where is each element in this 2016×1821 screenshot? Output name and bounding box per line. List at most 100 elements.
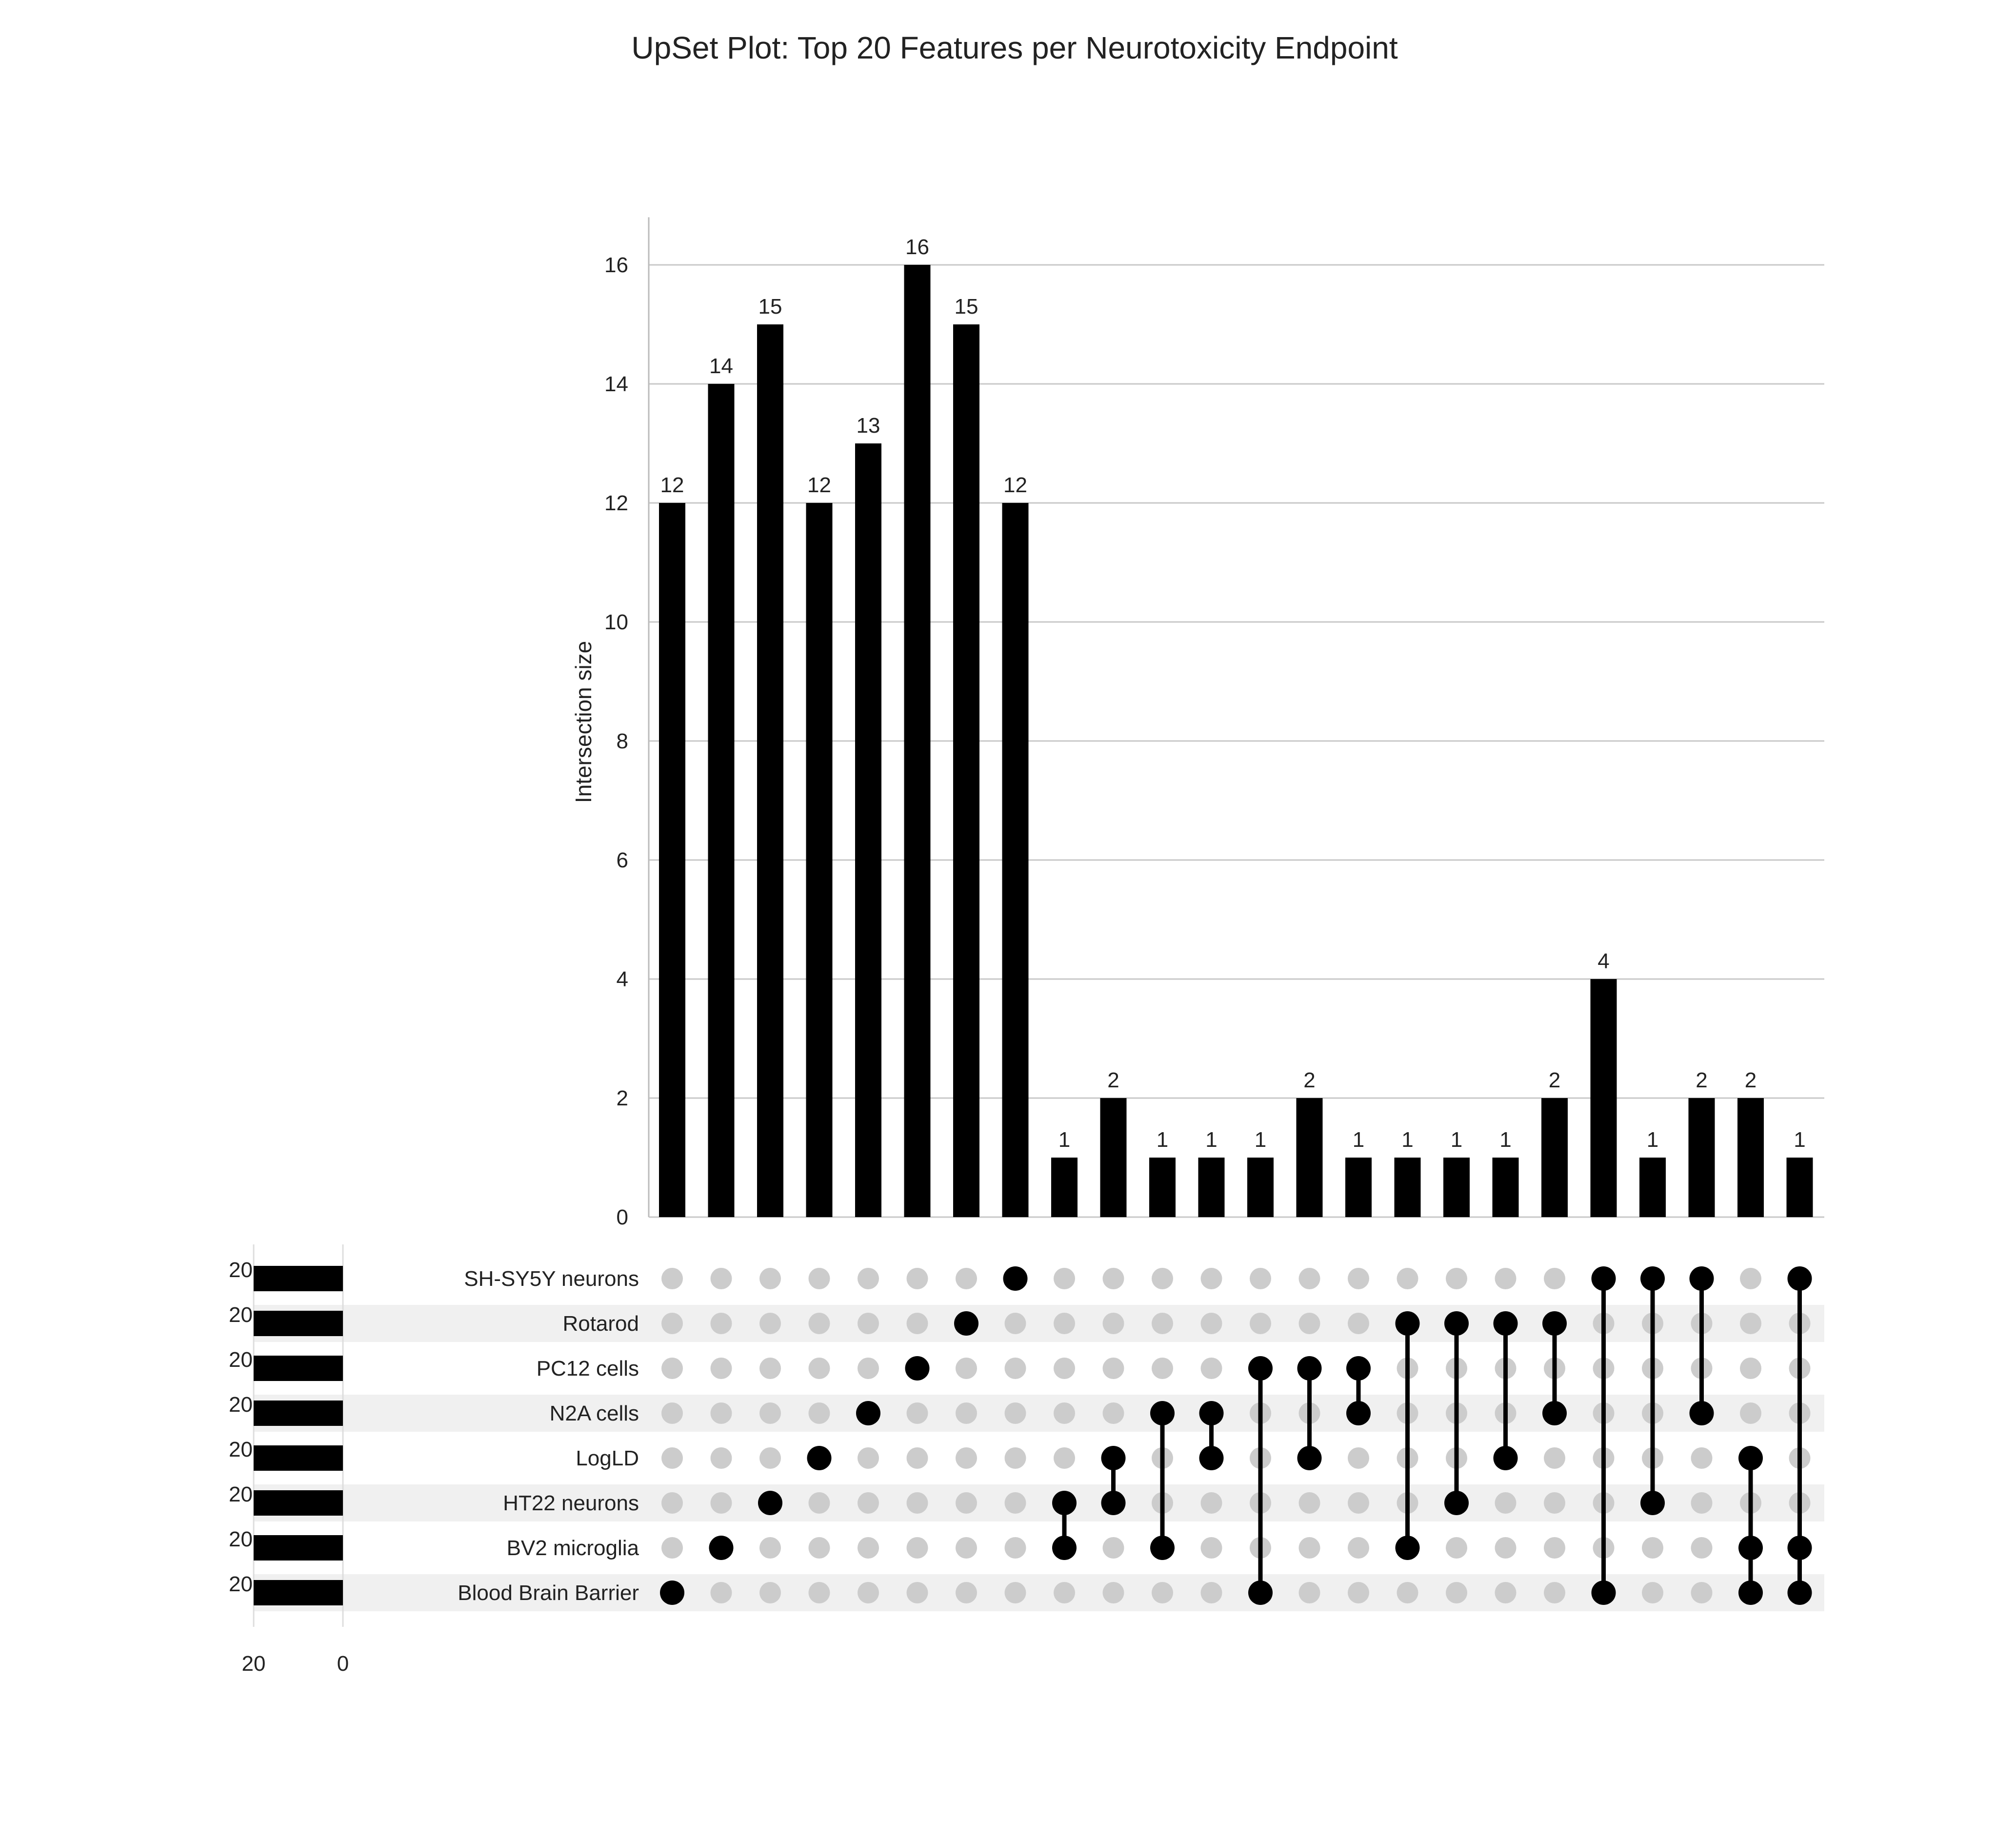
- intersection-bar: [1149, 1158, 1176, 1217]
- matrix-dot-inactive: [1054, 1402, 1075, 1424]
- matrix-dot-active: [1640, 1266, 1665, 1291]
- matrix-dot-inactive: [1298, 1492, 1320, 1514]
- matrix-dot-inactive: [858, 1447, 879, 1469]
- matrix-dot-inactive: [1298, 1313, 1320, 1334]
- matrix-dot-inactive: [710, 1447, 732, 1469]
- intersection-bar: [1002, 503, 1029, 1217]
- matrix-dot-active: [1395, 1536, 1420, 1560]
- matrix-dot-inactive: [906, 1492, 928, 1514]
- set-size-bar: [254, 1401, 343, 1426]
- intersection-bar-label: 1: [1058, 1128, 1070, 1152]
- matrix-row-stripe: [254, 1395, 1824, 1432]
- matrix-dot-active: [758, 1491, 782, 1515]
- intersection-bar-label: 13: [857, 414, 880, 438]
- matrix-dot-inactive: [710, 1492, 732, 1514]
- matrix-dot-inactive: [661, 1447, 683, 1469]
- matrix-dot-inactive: [1446, 1537, 1467, 1559]
- matrix-dot-inactive: [661, 1402, 683, 1424]
- matrix-dot-inactive: [710, 1358, 732, 1379]
- intersection-bar: [1541, 1098, 1568, 1217]
- matrix-row-stripe: [254, 1484, 1824, 1521]
- matrix-dot-active: [1542, 1401, 1567, 1425]
- matrix-dot-active: [1052, 1536, 1077, 1560]
- matrix-dot-inactive: [1200, 1582, 1222, 1603]
- matrix-dot-inactive: [1152, 1358, 1173, 1379]
- matrix-dot-inactive: [1446, 1268, 1467, 1289]
- intersection-bar: [1394, 1158, 1421, 1217]
- matrix-dot-inactive: [1054, 1582, 1075, 1603]
- intersection-bar: [1737, 1098, 1764, 1217]
- membership-matrix: [660, 1266, 1812, 1605]
- matrix-dot-inactive: [1740, 1268, 1761, 1289]
- intersection-bar: [1296, 1098, 1323, 1217]
- set-size-tick-label: 0: [337, 1652, 349, 1676]
- matrix-dot-active: [1787, 1581, 1812, 1605]
- matrix-dot-inactive: [858, 1358, 879, 1379]
- set-size-value-label: 20: [229, 1572, 253, 1596]
- intersection-bar-label: 15: [955, 295, 978, 319]
- matrix-dot-inactive: [1004, 1447, 1026, 1469]
- intersection-bar: [1786, 1158, 1813, 1217]
- matrix-dot-inactive: [1642, 1537, 1663, 1559]
- matrix-dot-inactive: [1102, 1402, 1124, 1424]
- matrix-dot-inactive: [1740, 1358, 1761, 1379]
- matrix-dot-active: [1591, 1266, 1616, 1291]
- matrix-dot-inactive: [906, 1447, 928, 1469]
- intersection-bar-label: 2: [1107, 1068, 1119, 1092]
- matrix-dot-inactive: [1544, 1537, 1565, 1559]
- matrix-dot-active: [1640, 1491, 1665, 1515]
- matrix-dot-inactive: [1054, 1358, 1075, 1379]
- matrix-dot-inactive: [1348, 1268, 1369, 1289]
- matrix-dot-inactive: [1348, 1313, 1369, 1334]
- matrix-dot-inactive: [1004, 1537, 1026, 1559]
- intersection-bar-label: 14: [709, 354, 733, 378]
- set-label: SH-SY5Y neurons: [464, 1267, 639, 1291]
- matrix-dot-active: [1787, 1536, 1812, 1560]
- matrix-dot-inactive: [1054, 1268, 1075, 1289]
- matrix-dot-inactive: [1446, 1582, 1467, 1603]
- matrix-dot-inactive: [956, 1537, 977, 1559]
- matrix-dot-inactive: [956, 1492, 977, 1514]
- matrix-dot-inactive: [1544, 1447, 1565, 1469]
- matrix-dot-active: [1346, 1401, 1371, 1425]
- set-size-value-label: 20: [229, 1482, 253, 1506]
- intersection-bar-label: 1: [1499, 1128, 1511, 1152]
- intersection-bar-label: 1: [1794, 1128, 1805, 1152]
- matrix-dot-inactive: [1691, 1582, 1713, 1603]
- set-size-tick-label: 20: [242, 1652, 266, 1676]
- matrix-dot-inactive: [956, 1358, 977, 1379]
- set-label: LogLD: [576, 1446, 639, 1470]
- y-tick-label: 16: [604, 253, 628, 277]
- matrix-dot-inactive: [1397, 1582, 1418, 1603]
- matrix-dot-inactive: [1250, 1313, 1271, 1334]
- matrix-dot-inactive: [710, 1268, 732, 1289]
- matrix-dot-active: [1493, 1311, 1518, 1336]
- matrix-dot-inactive: [858, 1492, 879, 1514]
- matrix-dot-inactive: [956, 1402, 977, 1424]
- gridlines: [649, 264, 1824, 1218]
- matrix-dot-active: [1493, 1446, 1518, 1470]
- matrix-dot-active: [905, 1356, 930, 1381]
- intersection-bar-label: 12: [807, 473, 831, 497]
- intersection-bar: [708, 384, 735, 1217]
- matrix-dot-active: [856, 1401, 880, 1425]
- matrix-dot-inactive: [759, 1268, 781, 1289]
- matrix-dot-inactive: [661, 1358, 683, 1379]
- set-label: Rotarod: [562, 1312, 639, 1336]
- matrix-dot-inactive: [858, 1537, 879, 1559]
- set-size-bar: [254, 1266, 343, 1291]
- matrix-dot-inactive: [1152, 1268, 1173, 1289]
- matrix-dot-inactive: [1495, 1537, 1517, 1559]
- set-labels: SH-SY5Y neurons Rotarod PC12 cells N2A cell…: [458, 1267, 639, 1605]
- intersection-bar-label: 1: [1401, 1128, 1413, 1152]
- matrix-dot-inactive: [1544, 1268, 1565, 1289]
- matrix-dot-active: [1542, 1311, 1567, 1336]
- matrix-dot-inactive: [1004, 1402, 1026, 1424]
- intersection-bar-label: 1: [1157, 1128, 1168, 1152]
- matrix-dot-inactive: [956, 1582, 977, 1603]
- matrix-dot-inactive: [1152, 1582, 1173, 1603]
- matrix-dot-inactive: [1298, 1268, 1320, 1289]
- matrix-dot-inactive: [1200, 1537, 1222, 1559]
